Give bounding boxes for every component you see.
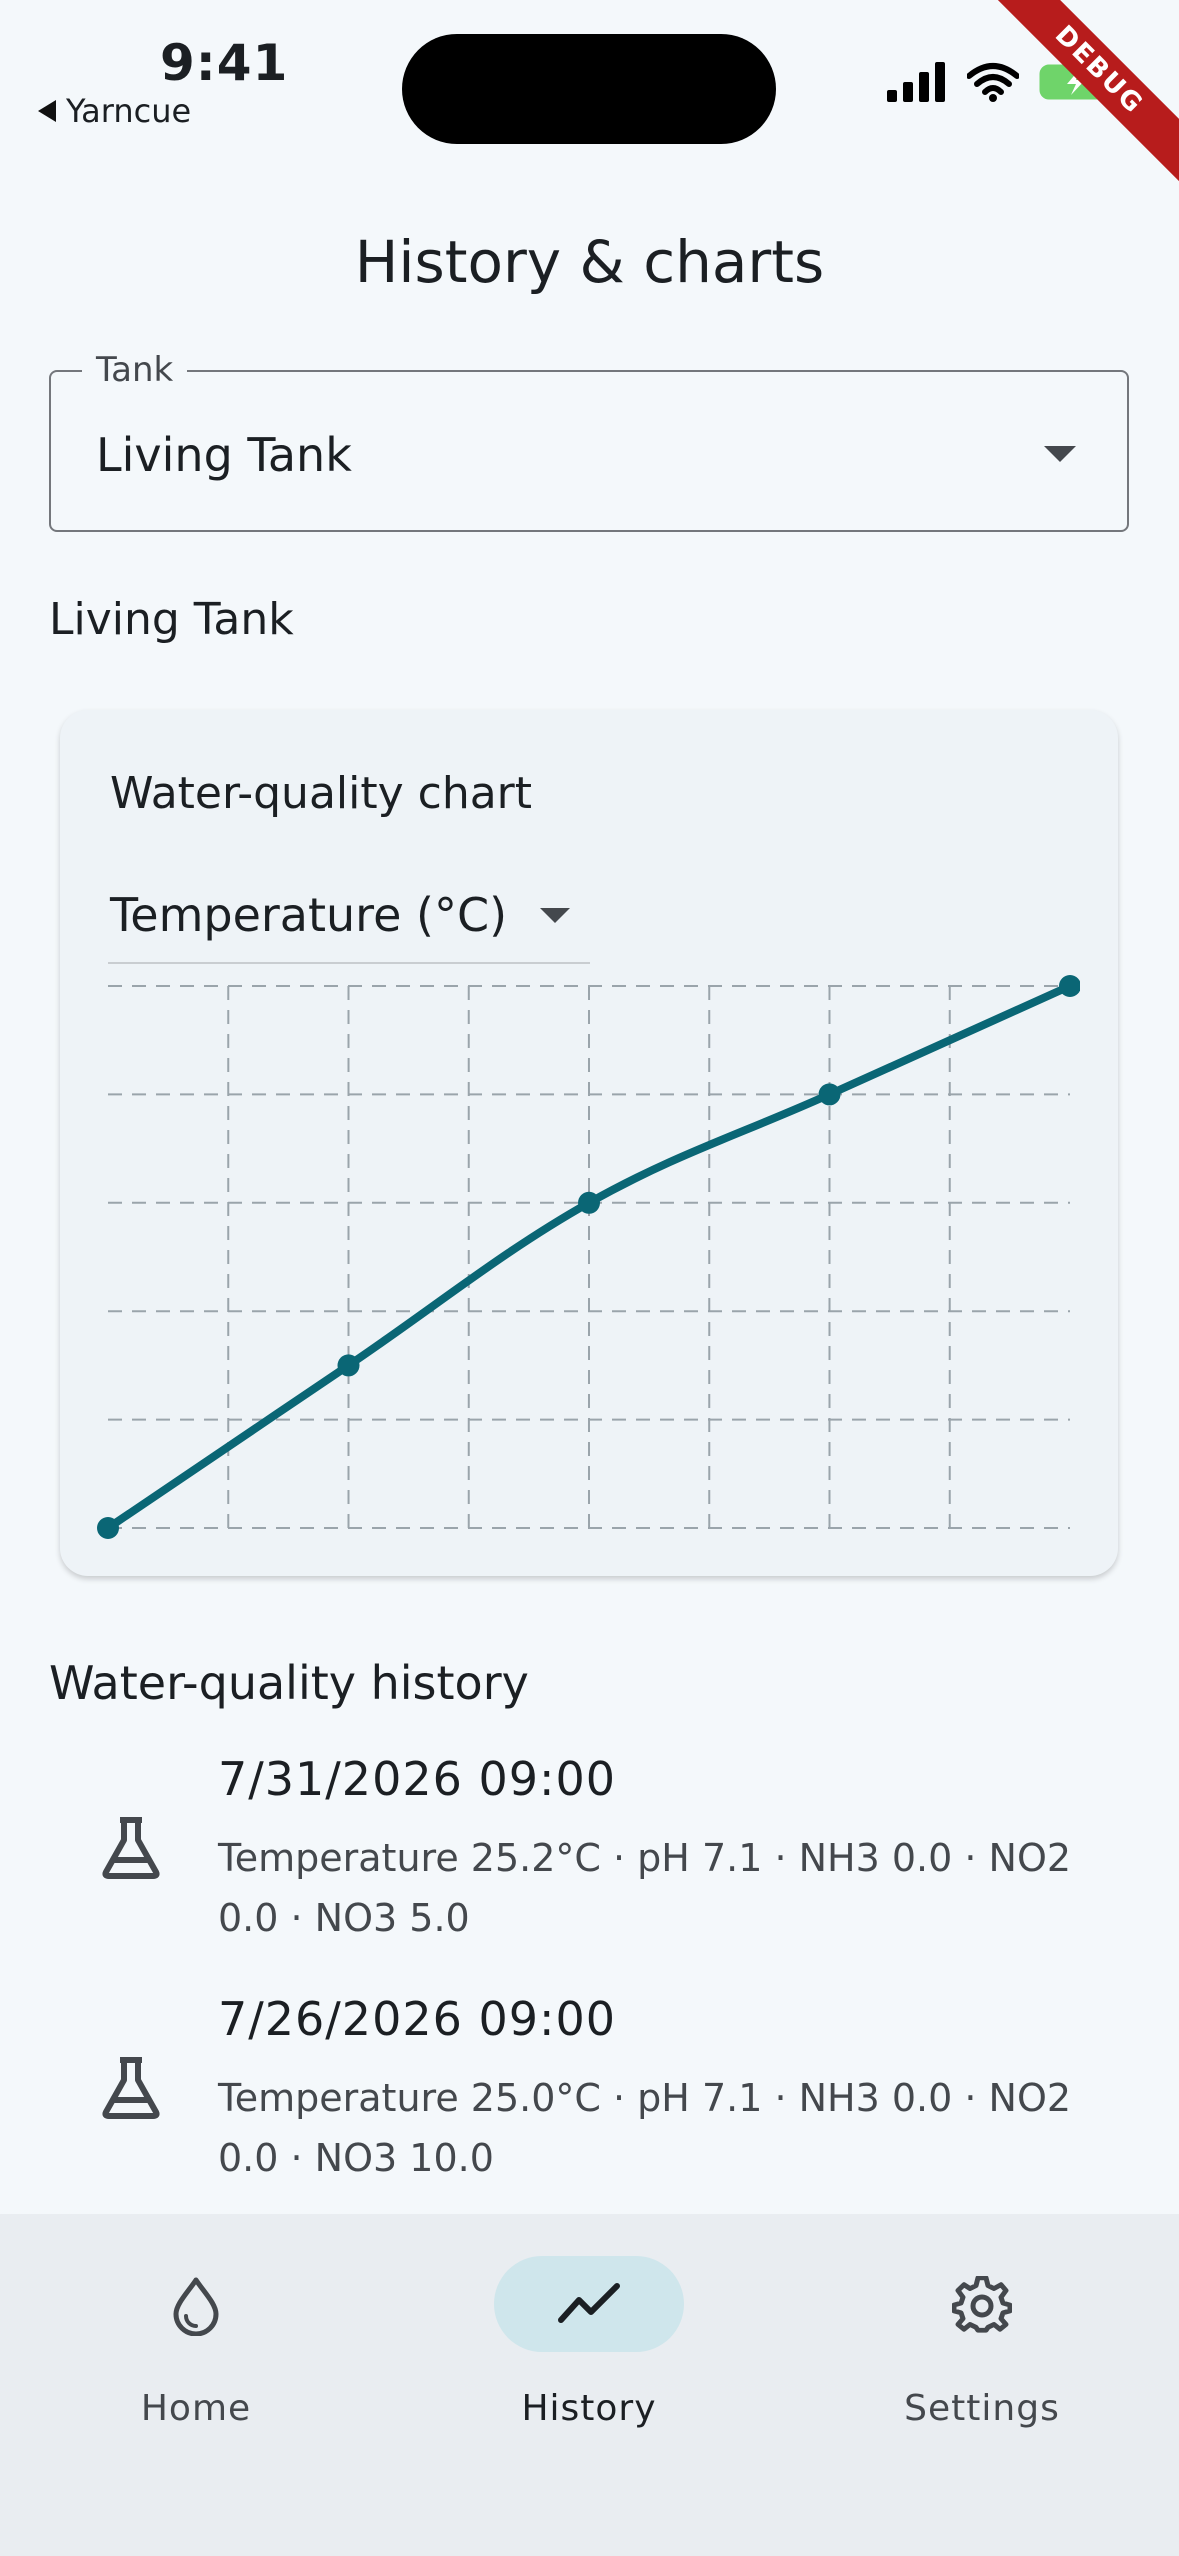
history-entry-date: 7/31/2026 09:00 — [218, 1752, 617, 1806]
history-entry-date: 7/26/2026 09:00 — [218, 1992, 617, 2046]
history-section-title: Water-quality history — [49, 1656, 529, 1710]
dynamic-island — [402, 34, 776, 144]
nav-label-history: History — [521, 2388, 657, 2429]
chart-data-point[interactable] — [578, 1191, 600, 1214]
selected-tank-heading: Living Tank — [49, 594, 294, 645]
tank-dropdown-value[interactable]: Living Tank — [96, 428, 352, 482]
nav-label-settings: Settings — [904, 2388, 1060, 2429]
history-entry[interactable]: 7/26/2026 09:00 Temperature 25.0°C · pH … — [96, 1992, 1136, 2192]
history-entry[interactable]: 7/31/2026 09:00 Temperature 25.2°C · pH … — [96, 1752, 1136, 1952]
flask-icon — [102, 1817, 160, 1879]
water-quality-line-chart — [97, 975, 1080, 1539]
chart-card-title: Water-quality chart — [110, 768, 533, 819]
chart-data-point[interactable] — [97, 1517, 119, 1539]
history-entry-summary: Temperature 25.0°C · pH 7.1 · NH3 0.0 · … — [218, 2076, 1072, 2180]
cellular-signal-icon — [887, 62, 945, 102]
chart-data-point[interactable] — [337, 1354, 360, 1377]
history-entry-summary: Temperature 25.2°C · pH 7.1 · NH3 0.0 · … — [218, 1836, 1072, 1940]
back-to-app-link[interactable]: Yarncue — [38, 92, 191, 130]
dropdown-arrow-icon[interactable] — [1044, 446, 1076, 462]
nav-active-indicator — [494, 2256, 684, 2352]
trend-line-icon — [558, 2283, 620, 2323]
wifi-icon — [967, 63, 1019, 102]
flask-icon — [102, 2057, 160, 2119]
tank-dropdown[interactable] — [49, 370, 1129, 532]
status-time: 9:41 — [160, 34, 289, 92]
back-app-label: Yarncue — [66, 92, 192, 130]
back-triangle-icon — [38, 100, 56, 122]
tank-dropdown-legend: Tank — [82, 350, 188, 390]
water-drop-icon — [173, 2277, 219, 2336]
metric-dropdown-value[interactable]: Temperature (°C) — [110, 888, 508, 942]
page-title: History & charts — [354, 228, 825, 296]
chart-data-point[interactable] — [818, 1083, 841, 1106]
metric-dropdown[interactable] — [108, 880, 590, 964]
gear-icon — [952, 2276, 1012, 2333]
chart-data-point[interactable] — [1059, 975, 1080, 997]
metric-dropdown-arrow-icon[interactable] — [540, 908, 570, 923]
nav-label-home: Home — [140, 2388, 252, 2429]
